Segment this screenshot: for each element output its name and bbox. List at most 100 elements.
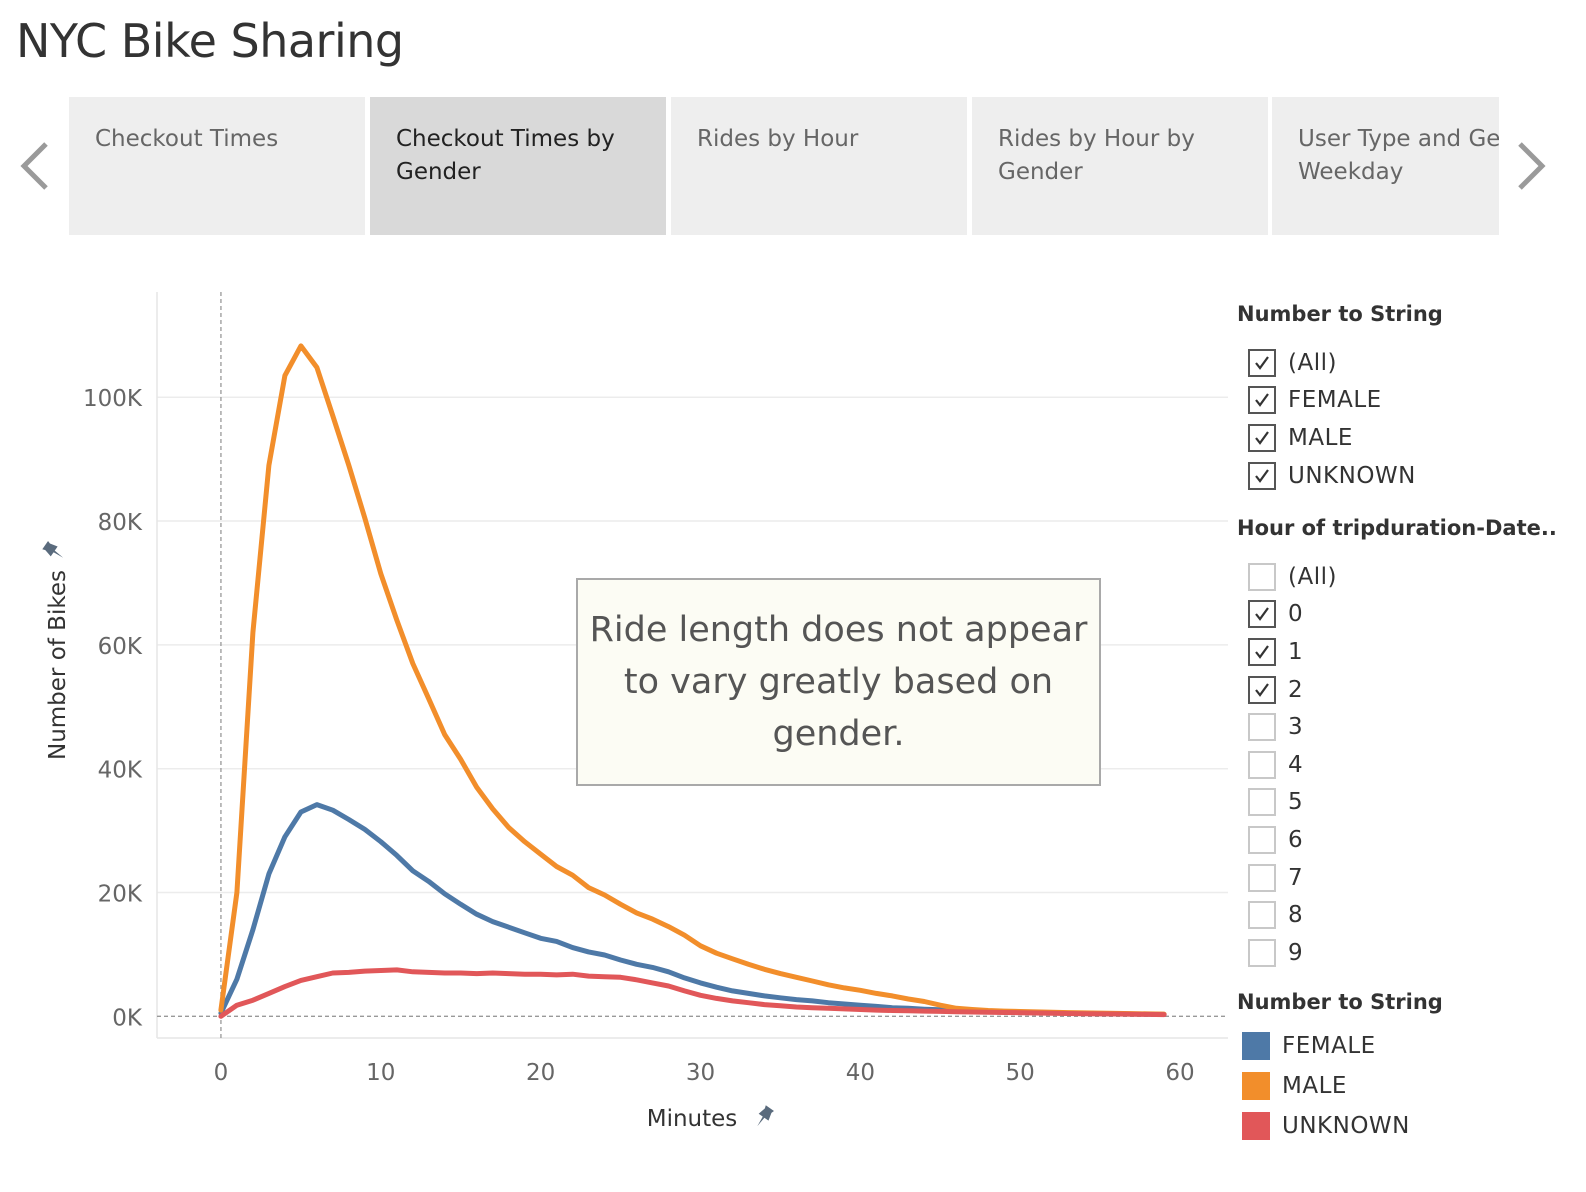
checkbox-label: 2 [1288, 676, 1304, 703]
hour-filter-item-4[interactable]: 4 [1237, 746, 1557, 784]
axes [156, 292, 1228, 1039]
hour-filter-item-2[interactable]: 2 [1237, 671, 1557, 709]
tab-rides-by-hour[interactable]: Rides by Hour [671, 97, 967, 235]
chevron-right-icon [1518, 142, 1546, 190]
hour-filter: Hour of tripduration-Date.. (All) 0 1 2 3 4 5 6… [1237, 516, 1557, 972]
gender-filter: Number to String (All) FEMALE MALE UNKNOWN [1237, 302, 1443, 494]
chevron-left-icon [20, 142, 48, 190]
gender-filter-list: (All) FEMALE MALE UNKNOWN [1237, 344, 1443, 494]
legend-label: MALE [1282, 1073, 1347, 1099]
checkmark-icon [1255, 468, 1269, 483]
gender-filter-item-male[interactable]: MALE [1237, 419, 1443, 457]
y-tick-label: 40K [98, 758, 143, 784]
x-tick-label: 10 [366, 1060, 395, 1086]
checkbox-label: 9 [1288, 939, 1304, 966]
x-tick-label: 40 [846, 1060, 875, 1086]
story-tabs: Checkout Times Checkout Times by Gender … [69, 97, 1499, 235]
hour-filter-item-3[interactable]: 3 [1237, 708, 1557, 746]
checkbox[interactable] [1248, 348, 1276, 377]
checkbox[interactable] [1248, 713, 1276, 742]
checkmark-icon [1255, 431, 1269, 445]
checkbox-label: 1 [1288, 638, 1304, 665]
checkbox[interactable] [1248, 637, 1276, 666]
legend-item-female[interactable]: FEMALE [1237, 1026, 1443, 1066]
x-tick-label: 20 [526, 1060, 555, 1086]
checkbox[interactable] [1248, 863, 1276, 892]
x-tick-label: 50 [1006, 1060, 1035, 1086]
gender-filter-item-all[interactable]: (All) [1237, 344, 1443, 382]
color-legend: Number to String FEMALE MALE UNKNOWN [1237, 990, 1443, 1146]
line-chart: 0K 20K 40K 60K 80K 100K 0 10 20 30 40 50 60 Minutes Nu… [42, 292, 1228, 1132]
checkmark-icon [1255, 645, 1269, 659]
gender-filter-title: Number to String [1237, 302, 1443, 326]
y-tick-label: 20K [98, 882, 143, 908]
legend-swatch [1242, 1032, 1270, 1060]
checkmark-icon [1255, 682, 1269, 697]
axis-labels: 0K 20K 40K 60K 80K 100K 0 10 20 30 40 50 60 Minutes Nu… [42, 386, 1195, 1132]
checkbox[interactable] [1248, 562, 1276, 591]
hour-filter-item-0[interactable]: 0 [1237, 596, 1557, 634]
hour-filter-item-6[interactable]: 6 [1237, 821, 1557, 859]
x-axis-title: Minutes [647, 1106, 738, 1132]
checkbox[interactable] [1248, 461, 1276, 490]
legend-label: FEMALE [1282, 1033, 1376, 1059]
checkbox[interactable] [1248, 600, 1276, 629]
x-tick-label: 30 [686, 1060, 715, 1086]
checkbox-label: 7 [1288, 864, 1304, 891]
tab-checkout-times[interactable]: Checkout Times [69, 97, 365, 235]
gender-filter-item-unknown[interactable]: UNKNOWN [1237, 457, 1443, 495]
tab-rides-by-hour-by-gender[interactable]: Rides by Hour by Gender [972, 97, 1268, 235]
y-axis-title: Number of Bikes [45, 570, 71, 760]
checkbox-label: (All) [1288, 349, 1337, 376]
hour-filter-item-1[interactable]: 1 [1237, 633, 1557, 671]
legend-swatch [1242, 1112, 1270, 1140]
x-tick-label: 0 [214, 1060, 229, 1086]
checkbox-label: 8 [1288, 902, 1304, 929]
hour-filter-item-8[interactable]: 8 [1237, 896, 1557, 934]
legend-item-unknown[interactable]: UNKNOWN [1237, 1106, 1443, 1146]
checkbox[interactable] [1248, 750, 1276, 779]
checkbox-label: 5 [1288, 789, 1304, 816]
pin-icon[interactable] [42, 540, 67, 562]
legend-item-male[interactable]: MALE [1237, 1066, 1443, 1106]
checkbox-label: MALE [1288, 424, 1353, 451]
hour-filter-item-all[interactable]: (All) [1237, 558, 1557, 596]
y-tick-label: 60K [98, 634, 143, 660]
hour-filter-item-5[interactable]: 5 [1237, 784, 1557, 822]
checkbox[interactable] [1248, 938, 1276, 967]
prev-tab-button[interactable] [14, 138, 54, 194]
x-tick-label: 60 [1165, 1060, 1194, 1086]
checkbox-label: FEMALE [1288, 387, 1382, 414]
legend-label: UNKNOWN [1282, 1113, 1410, 1139]
legend-title: Number to String [1237, 990, 1443, 1014]
next-tab-button[interactable] [1512, 138, 1552, 194]
gender-filter-item-female[interactable]: FEMALE [1237, 382, 1443, 420]
checkbox-label: (All) [1288, 563, 1337, 590]
hour-filter-item-7[interactable]: 7 [1237, 859, 1557, 897]
checkbox[interactable] [1248, 901, 1276, 930]
checkbox-label: 3 [1288, 714, 1304, 741]
series-line-unknown[interactable] [218, 967, 1167, 1019]
checkmark-icon [1255, 607, 1269, 622]
annotation-box: Ride length does not appear to vary grea… [576, 578, 1101, 786]
tab-checkout-times-by-gender[interactable]: Checkout Times by Gender [370, 97, 666, 235]
checkbox-label: 0 [1288, 601, 1304, 628]
tab-user-type-gender-weekday[interactable]: User Type and Gender by Weekday [1272, 97, 1499, 235]
hour-filter-list: (All) 0 1 2 3 4 5 6 7 8 9 [1237, 558, 1557, 972]
y-tick-label: 80K [98, 510, 143, 536]
checkbox[interactable] [1248, 675, 1276, 704]
checkbox[interactable] [1248, 423, 1276, 452]
legend-swatch [1242, 1072, 1270, 1100]
y-tick-label: 0K [112, 1005, 143, 1031]
hour-filter-item-9[interactable]: 9 [1237, 934, 1557, 972]
pin-icon[interactable] [752, 1105, 774, 1130]
checkbox-label: 4 [1288, 751, 1304, 778]
checkbox[interactable] [1248, 788, 1276, 817]
legend-list: FEMALE MALE UNKNOWN [1237, 1026, 1443, 1146]
checkbox-label: UNKNOWN [1288, 462, 1416, 489]
series-line-female[interactable] [218, 802, 1167, 1017]
checkbox[interactable] [1248, 825, 1276, 854]
page-title: NYC Bike Sharing [16, 14, 404, 68]
checkmark-icon [1255, 393, 1269, 408]
checkbox[interactable] [1248, 386, 1276, 415]
